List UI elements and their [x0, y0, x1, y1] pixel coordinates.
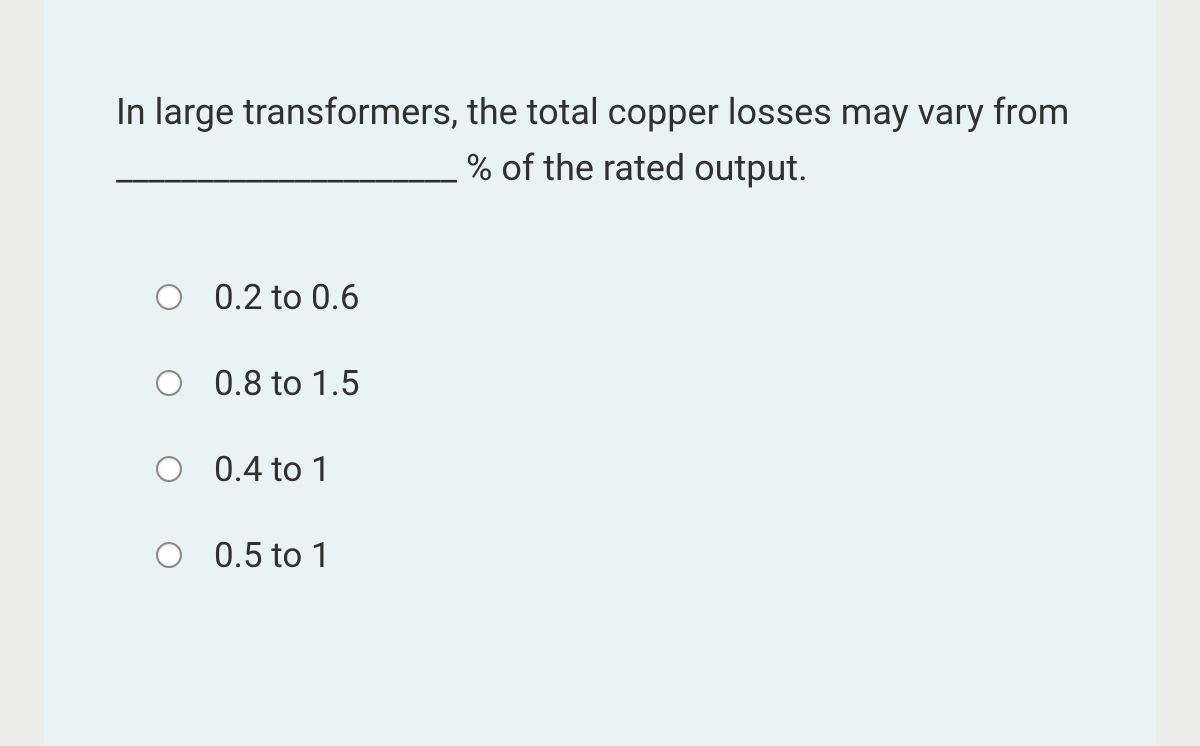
option-label: 0.4 to 1	[214, 449, 331, 490]
question-card: In large transformers, the total copper …	[44, 0, 1156, 746]
option-label: 0.5 to 1	[214, 535, 331, 576]
radio-icon[interactable]	[156, 542, 182, 568]
options-container: 0.2 to 0.6 0.8 to 1.5 0.4 to 1 0.5 to 1	[116, 277, 1096, 576]
option-row[interactable]: 0.8 to 1.5	[156, 363, 1096, 404]
option-label: 0.2 to 0.6	[214, 277, 360, 318]
option-row[interactable]: 0.2 to 0.6	[156, 277, 1096, 318]
option-row[interactable]: 0.4 to 1	[156, 449, 1096, 490]
radio-icon[interactable]	[156, 284, 182, 310]
radio-icon[interactable]	[156, 456, 182, 482]
option-row[interactable]: 0.5 to 1	[156, 535, 1096, 576]
question-text: In large transformers, the total copper …	[116, 85, 1096, 197]
option-label: 0.8 to 1.5	[214, 363, 360, 404]
radio-icon[interactable]	[156, 370, 182, 396]
